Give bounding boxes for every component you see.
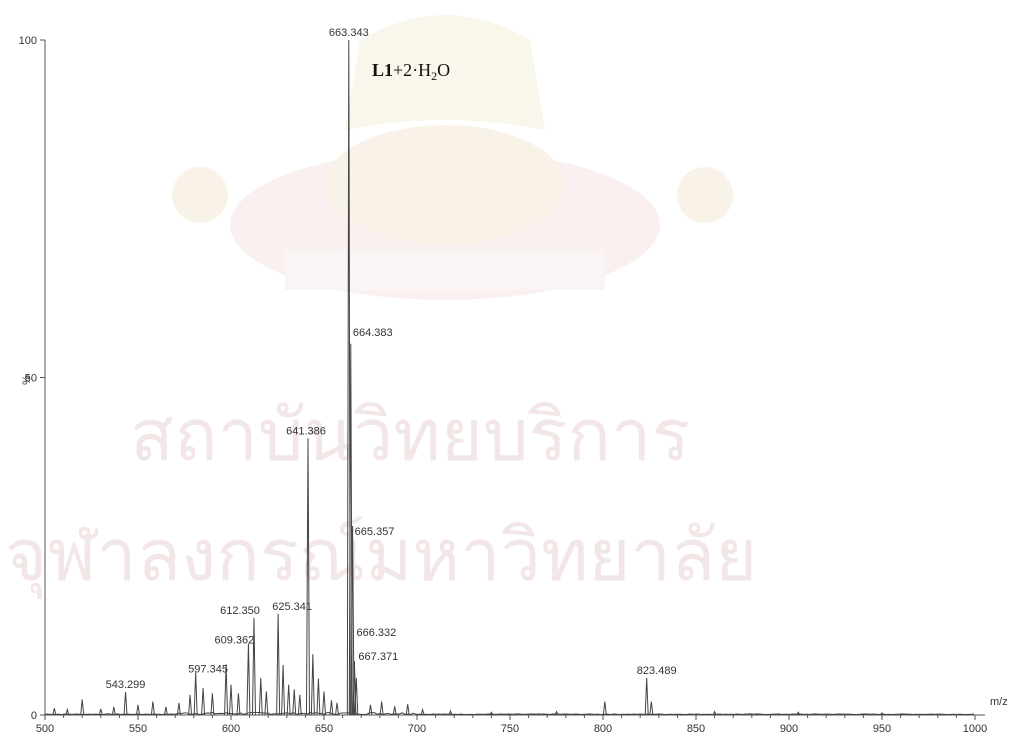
watermark: สถาบันวิทยบริการ จุฬาลงกรณ์มหาวิทยาลัย bbox=[5, 15, 757, 599]
watermark-line-1: สถาบันวิทยบริการ bbox=[130, 393, 690, 477]
spectrum-peak bbox=[52, 708, 57, 716]
spectrum-peak bbox=[286, 684, 291, 716]
spectrum-peak bbox=[281, 665, 286, 716]
annotation-formula: L1+2·H2O bbox=[372, 60, 450, 83]
peak-label: 663.343 bbox=[329, 27, 369, 39]
spectrum-peak bbox=[136, 704, 140, 716]
y-tick-label: 0 bbox=[31, 710, 37, 722]
spectrum-peak bbox=[310, 654, 315, 716]
spectrum-peak bbox=[258, 677, 263, 716]
x-tick-label: 550 bbox=[129, 723, 147, 735]
spectrum-trace-group bbox=[44, 39, 975, 716]
peak-label: 665.357 bbox=[355, 526, 395, 538]
x-tick-label: 600 bbox=[222, 723, 240, 735]
peak-label: 641.386 bbox=[286, 425, 326, 437]
spectrum-peak bbox=[111, 706, 116, 716]
peak-label: 609.362 bbox=[215, 634, 255, 646]
spectrum-peak bbox=[229, 684, 233, 716]
annotation-bold: L1 bbox=[372, 60, 393, 80]
spectrum-peak bbox=[210, 693, 215, 716]
spectrum-peak bbox=[379, 701, 384, 716]
peak-label: 543.299 bbox=[106, 679, 146, 691]
peak-label: 664.383 bbox=[353, 327, 393, 339]
watermark-emblem-icon bbox=[172, 15, 733, 300]
spectrum-peak bbox=[305, 438, 310, 716]
spectrum-peak bbox=[292, 689, 297, 716]
x-tick-label: 750 bbox=[501, 723, 519, 735]
peak-label: 666.332 bbox=[356, 627, 396, 639]
spectrum-peak bbox=[251, 617, 256, 716]
x-tick-label: 1000 bbox=[963, 723, 987, 735]
spectrum-peak bbox=[335, 702, 340, 716]
x-tick-label: 700 bbox=[408, 723, 426, 735]
annotation-subscript: 2 bbox=[431, 69, 437, 83]
x-tick-label: 900 bbox=[780, 723, 798, 735]
peak-labels: 543.299 597.345 609.362 612.350 625.341 641.3… bbox=[106, 27, 677, 691]
spectrum-peak bbox=[392, 706, 397, 716]
spectrum-peak bbox=[350, 525, 355, 716]
spectrum-peak bbox=[602, 701, 607, 716]
spectrum-peak bbox=[188, 694, 193, 716]
spectrum-peak bbox=[65, 707, 70, 716]
spectrum-peak bbox=[322, 691, 326, 716]
spectrum-peak bbox=[163, 706, 168, 716]
spectrum-peak bbox=[649, 701, 654, 716]
spectrum-peak bbox=[246, 643, 251, 716]
spectrum-peak bbox=[420, 707, 425, 716]
spectrum-baseline bbox=[44, 711, 975, 716]
spectrum-peak bbox=[276, 613, 281, 716]
x-tick-label: 800 bbox=[594, 723, 612, 735]
spectrum-peak bbox=[264, 691, 269, 716]
spectrum-peak bbox=[644, 677, 649, 716]
spectrum-peak bbox=[123, 692, 128, 716]
spectrum-peak bbox=[201, 687, 206, 716]
y-tick-label: 100 bbox=[19, 35, 37, 47]
watermark-line-2: จุฬาลงกรณ์มหาวิทยาลัย bbox=[5, 513, 757, 599]
spectrum-peak bbox=[354, 677, 359, 716]
spectrum-peak bbox=[224, 664, 229, 716]
peak-label: 612.350 bbox=[220, 605, 260, 617]
spectrum-peak bbox=[236, 693, 241, 716]
y-axis-ticks: 0 50 100 bbox=[19, 35, 45, 722]
spectrum-peak bbox=[329, 700, 334, 716]
peak-label: 823.489 bbox=[637, 665, 677, 677]
x-tick-label: 650 bbox=[315, 723, 333, 735]
y-tick-label: 50 bbox=[25, 373, 37, 385]
x-tick-label: 950 bbox=[873, 723, 891, 735]
x-axis-ticks: 500 550 600 650 700 750 800 850 900 950 1000 bbox=[36, 715, 987, 735]
peak-label: 667.371 bbox=[358, 651, 398, 663]
spectrum-peak bbox=[368, 704, 373, 716]
spectrum-peak bbox=[405, 704, 410, 716]
spectrum-peak bbox=[150, 701, 155, 716]
annotation-tail: O bbox=[437, 60, 450, 80]
x-tick-label: 850 bbox=[687, 723, 705, 735]
spectrum-peak bbox=[193, 672, 198, 716]
peak-label: 597.345 bbox=[188, 663, 228, 675]
spectrum-peak bbox=[98, 708, 103, 716]
spectrum-peak bbox=[176, 702, 181, 716]
spectrum-peak bbox=[80, 699, 85, 716]
spectrum-peak bbox=[297, 694, 302, 716]
annotation-text: +2·H bbox=[393, 60, 431, 80]
y-axis-label: % bbox=[21, 375, 33, 385]
peak-label: 625.341 bbox=[272, 601, 312, 613]
x-tick-label: 500 bbox=[36, 723, 54, 735]
spectrum-peak bbox=[316, 678, 321, 716]
x-axis-label: m/z bbox=[990, 696, 1008, 708]
